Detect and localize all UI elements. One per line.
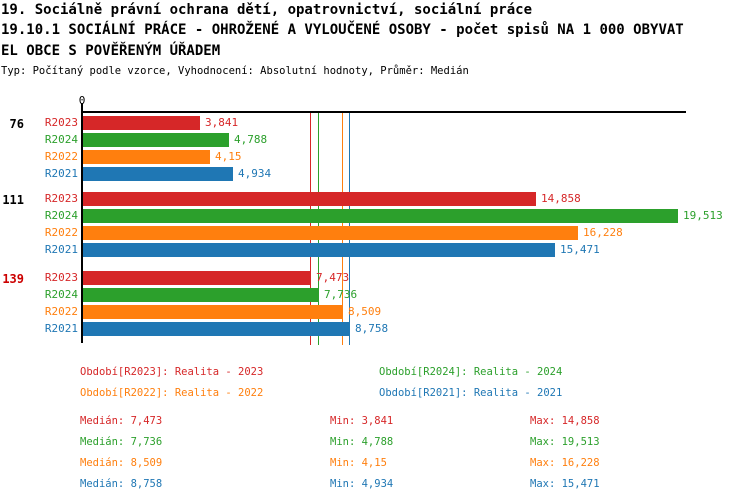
report-title-line-1: 19. Sociálně právní ochrana dětí, opatro… bbox=[1, 2, 533, 18]
bar-value-label-r2023: 3,841 bbox=[205, 116, 239, 129]
stat-max-r2021: Max: 15,471 bbox=[530, 478, 600, 490]
legend-item-r2021: Období[R2021]: Realita - 2021 bbox=[379, 387, 563, 399]
bar-r2021 bbox=[83, 322, 350, 336]
bar-row-label-r2022: R2022 bbox=[44, 305, 78, 318]
x-axis-tick bbox=[81, 103, 83, 112]
bar-value-label-r2022: 16,228 bbox=[583, 226, 623, 239]
bar-row-label-r2021: R2021 bbox=[44, 322, 78, 335]
y-axis-line bbox=[81, 111, 83, 343]
bar-value-label-r2023: 14,858 bbox=[541, 192, 581, 205]
bar-r2024 bbox=[83, 209, 678, 223]
bar-r2024 bbox=[83, 288, 319, 302]
bar-value-label-r2022: 8,509 bbox=[348, 305, 382, 318]
group-label-139: 139 bbox=[2, 272, 24, 286]
bar-value-label-r2021: 4,934 bbox=[238, 167, 272, 180]
bar-value-label-r2022: 4,15 bbox=[215, 150, 242, 163]
legend-item-r2024: Období[R2024]: Realita - 2024 bbox=[379, 366, 563, 378]
bar-row-label-r2022: R2022 bbox=[44, 150, 78, 163]
bar-value-label-r2024: 7,736 bbox=[324, 288, 358, 301]
stat-min-r2022: Min: 4,15 bbox=[330, 457, 387, 469]
bar-r2022 bbox=[83, 150, 210, 164]
bar-row-label-r2023: R2023 bbox=[44, 192, 78, 205]
bar-r2024 bbox=[83, 133, 229, 147]
stat-median-r2022: Medián: 8,509 bbox=[80, 457, 163, 469]
stat-max-r2024: Max: 19,513 bbox=[530, 436, 600, 448]
bar-row-label-r2023: R2023 bbox=[44, 271, 78, 284]
bar-r2022 bbox=[83, 305, 343, 319]
bar-r2023 bbox=[83, 192, 536, 206]
report-title-line-3: EL OBCE S POVĚŘENÝM ÚŘADEM bbox=[1, 43, 221, 59]
report-title-line-2: 19.10.1 SOCIÁLNÍ PRÁCE - OHROŽENÉ A VYLO… bbox=[1, 22, 684, 38]
bar-row-label-r2023: R2023 bbox=[44, 116, 78, 129]
bar-r2022 bbox=[83, 226, 578, 240]
stat-min-r2024: Min: 4,788 bbox=[330, 436, 394, 448]
bar-value-label-r2021: 15,471 bbox=[560, 243, 600, 256]
bar-row-label-r2021: R2021 bbox=[44, 243, 78, 256]
stat-max-r2023: Max: 14,858 bbox=[530, 415, 600, 427]
group-label-111: 111 bbox=[2, 193, 24, 207]
stat-min-r2021: Min: 4,934 bbox=[330, 478, 394, 490]
bar-r2021 bbox=[83, 167, 233, 181]
stat-min-r2023: Min: 3,841 bbox=[330, 415, 394, 427]
x-axis-origin-label: 0 bbox=[78, 94, 86, 107]
bar-r2023 bbox=[83, 116, 200, 130]
group-label-76: 76 bbox=[9, 117, 24, 131]
bar-row-label-r2024: R2024 bbox=[44, 133, 78, 146]
stat-median-r2021: Medián: 8,758 bbox=[80, 478, 163, 490]
bar-value-label-r2024: 4,788 bbox=[234, 133, 268, 146]
stat-max-r2022: Max: 16,228 bbox=[530, 457, 600, 469]
bar-value-label-r2023: 7,473 bbox=[316, 271, 350, 284]
bar-r2021 bbox=[83, 243, 555, 257]
report-meta-line: Typ: Počítaný podle vzorce, Vyhodnocení:… bbox=[1, 65, 469, 77]
legend-item-r2022: Období[R2022]: Realita - 2022 bbox=[80, 387, 264, 399]
bar-row-label-r2024: R2024 bbox=[44, 288, 78, 301]
bar-value-label-r2021: 8,758 bbox=[355, 322, 389, 335]
bar-row-label-r2021: R2021 bbox=[44, 167, 78, 180]
bar-row-label-r2022: R2022 bbox=[44, 226, 78, 239]
stat-median-r2024: Medián: 7,736 bbox=[80, 436, 163, 448]
legend-item-r2023: Období[R2023]: Realita - 2023 bbox=[80, 366, 264, 378]
bar-row-label-r2024: R2024 bbox=[44, 209, 78, 222]
stat-median-r2023: Medián: 7,473 bbox=[80, 415, 163, 427]
bar-value-label-r2024: 19,513 bbox=[683, 209, 723, 222]
x-axis-line bbox=[82, 111, 686, 113]
bar-r2023 bbox=[83, 271, 311, 285]
